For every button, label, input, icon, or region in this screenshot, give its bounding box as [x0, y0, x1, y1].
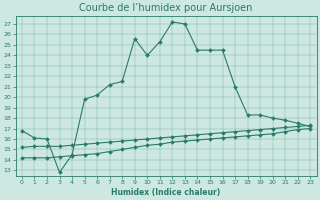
Title: Courbe de l’humidex pour Aursjoen: Courbe de l’humidex pour Aursjoen: [79, 3, 253, 13]
X-axis label: Humidex (Indice chaleur): Humidex (Indice chaleur): [111, 188, 221, 197]
